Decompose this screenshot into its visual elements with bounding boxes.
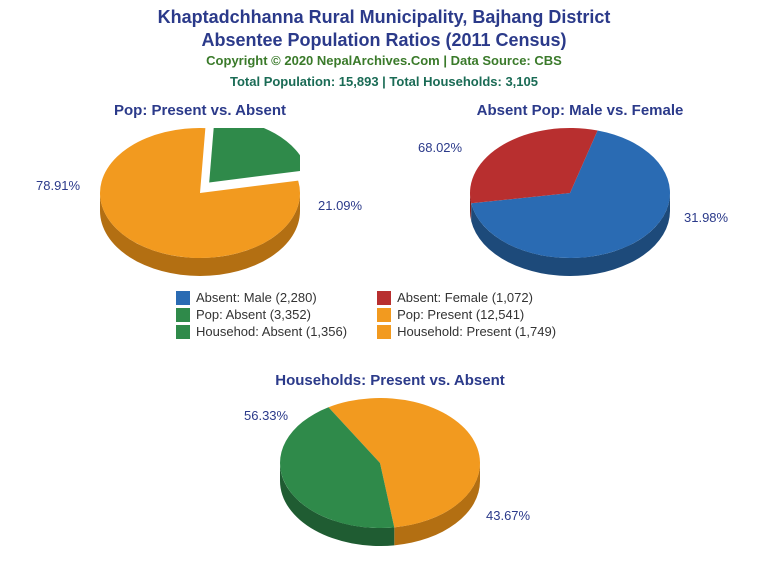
- legend-swatch: [176, 325, 190, 339]
- legend-swatch: [176, 308, 190, 322]
- legend-item: Absent: Female (1,072): [377, 290, 556, 305]
- legend-item: Household: Present (1,749): [377, 324, 556, 339]
- totals-line: Total Population: 15,893 | Total Househo…: [0, 74, 768, 89]
- pct-label: 78.91%: [36, 178, 80, 193]
- legend-label: Household: Present (1,749): [397, 324, 556, 339]
- legend-swatch: [377, 291, 391, 305]
- legend-item: Pop: Absent (3,352): [176, 307, 347, 322]
- legend-label: Absent: Male (2,280): [196, 290, 317, 305]
- pie-absent: [470, 128, 670, 276]
- legend-label: Absent: Female (1,072): [397, 290, 533, 305]
- pie-pop: [100, 128, 300, 276]
- title-line1: Khaptadchhanna Rural Municipality, Bajha…: [158, 7, 611, 27]
- pct-label: 56.33%: [244, 408, 288, 423]
- copyright-line: Copyright © 2020 NepalArchives.Com | Dat…: [0, 53, 768, 68]
- chart-title-hh: Households: Present vs. Absent: [240, 372, 540, 389]
- legend-swatch: [176, 291, 190, 305]
- legend-swatch: [377, 308, 391, 322]
- legend-item: Househod: Absent (1,356): [176, 324, 347, 339]
- chart-title-pop: Pop: Present vs. Absent: [60, 102, 340, 119]
- legend-label: Househod: Absent (1,356): [196, 324, 347, 339]
- pct-label: 68.02%: [418, 140, 462, 155]
- pct-label: 43.67%: [486, 508, 530, 523]
- pie-slice: [209, 128, 300, 182]
- title-line2: Absentee Population Ratios (2011 Census): [201, 30, 566, 50]
- legend-swatch: [377, 325, 391, 339]
- legend-label: Pop: Absent (3,352): [196, 307, 311, 322]
- legend-item: Pop: Present (12,541): [377, 307, 556, 322]
- legend: Absent: Male (2,280) Absent: Female (1,07…: [176, 290, 556, 339]
- pct-label: 21.09%: [318, 198, 362, 213]
- main-title: Khaptadchhanna Rural Municipality, Bajha…: [0, 6, 768, 51]
- legend-item: Absent: Male (2,280): [176, 290, 347, 305]
- chart-title-absent: Absent Pop: Male vs. Female: [430, 102, 730, 119]
- pct-label: 31.98%: [684, 210, 728, 225]
- pie-hh: [280, 398, 480, 546]
- legend-label: Pop: Present (12,541): [397, 307, 524, 322]
